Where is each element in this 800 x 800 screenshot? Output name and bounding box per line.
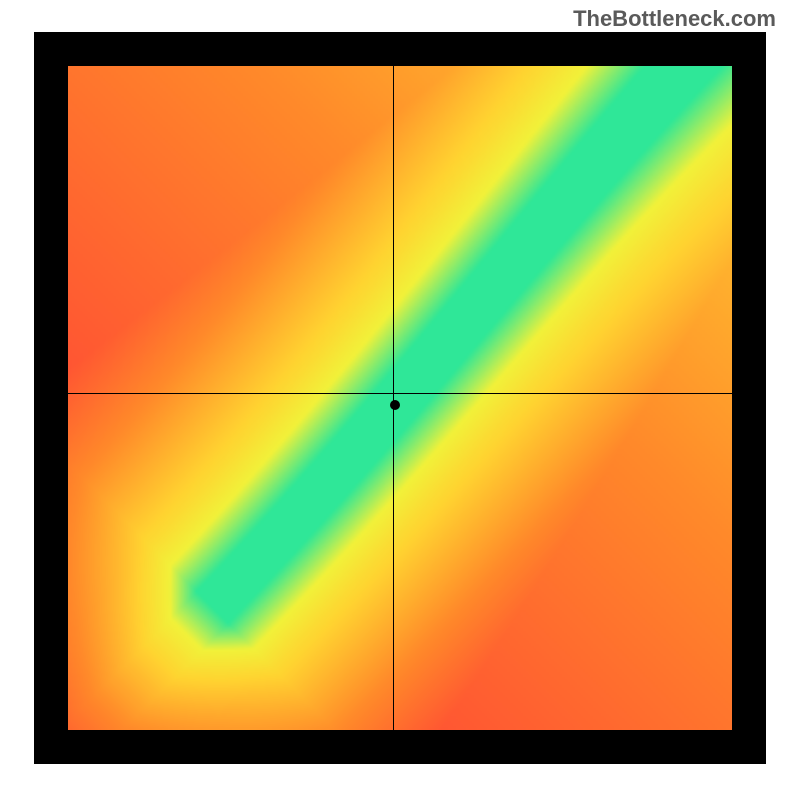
plot-area [68,66,732,730]
crosshair-vertical [393,66,394,730]
chart-frame [34,32,766,764]
chart-container: TheBottleneck.com [0,0,800,800]
marker-dot [390,400,400,410]
crosshair-horizontal [68,393,732,394]
attribution-label: TheBottleneck.com [573,6,776,32]
heatmap-canvas [68,66,732,730]
